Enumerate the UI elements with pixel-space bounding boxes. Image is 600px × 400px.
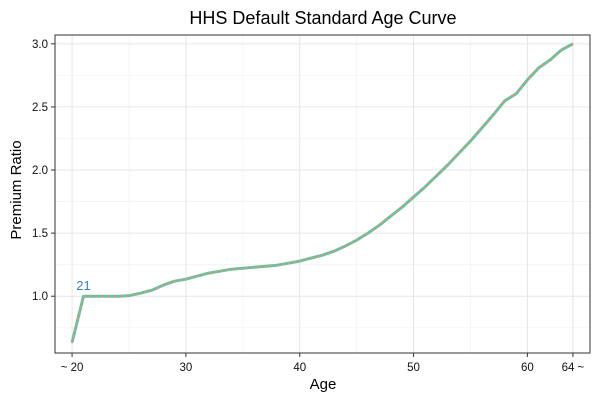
- y-axis: 1.0 1.5 2.0 2.5 3.0: [32, 39, 55, 303]
- series-line: [70, 42, 574, 343]
- plot-panel-border: [54, 34, 591, 354]
- x-tick-label: 60: [521, 362, 534, 374]
- x-tick-label: 64 ~: [562, 362, 585, 374]
- x-tick-label: 50: [407, 362, 420, 374]
- grid: [55, 35, 590, 353]
- y-tick-label: 2.0: [32, 165, 48, 177]
- x-tick-label: 30: [180, 362, 193, 374]
- y-tick-label: 2.5: [32, 102, 48, 114]
- series-layer: [70, 42, 574, 344]
- x-axis-title: Age: [310, 376, 337, 393]
- series-dotted-overlay: [71, 42, 574, 344]
- annotations: 21: [76, 278, 90, 293]
- x-axis: ~ 20 30 40 50 60 64 ~: [61, 353, 585, 374]
- y-tick-label: 3.0: [32, 39, 48, 51]
- x-tick-label: ~ 20: [61, 362, 84, 374]
- chart-title: HHS Default Standard Age Curve: [189, 8, 456, 28]
- annotation-label: 21: [76, 278, 90, 293]
- x-tick-label: 40: [293, 362, 306, 374]
- y-tick-label: 1.0: [32, 291, 48, 303]
- y-axis-title: Premium Ratio: [8, 140, 25, 239]
- y-tick-label: 1.5: [32, 228, 48, 240]
